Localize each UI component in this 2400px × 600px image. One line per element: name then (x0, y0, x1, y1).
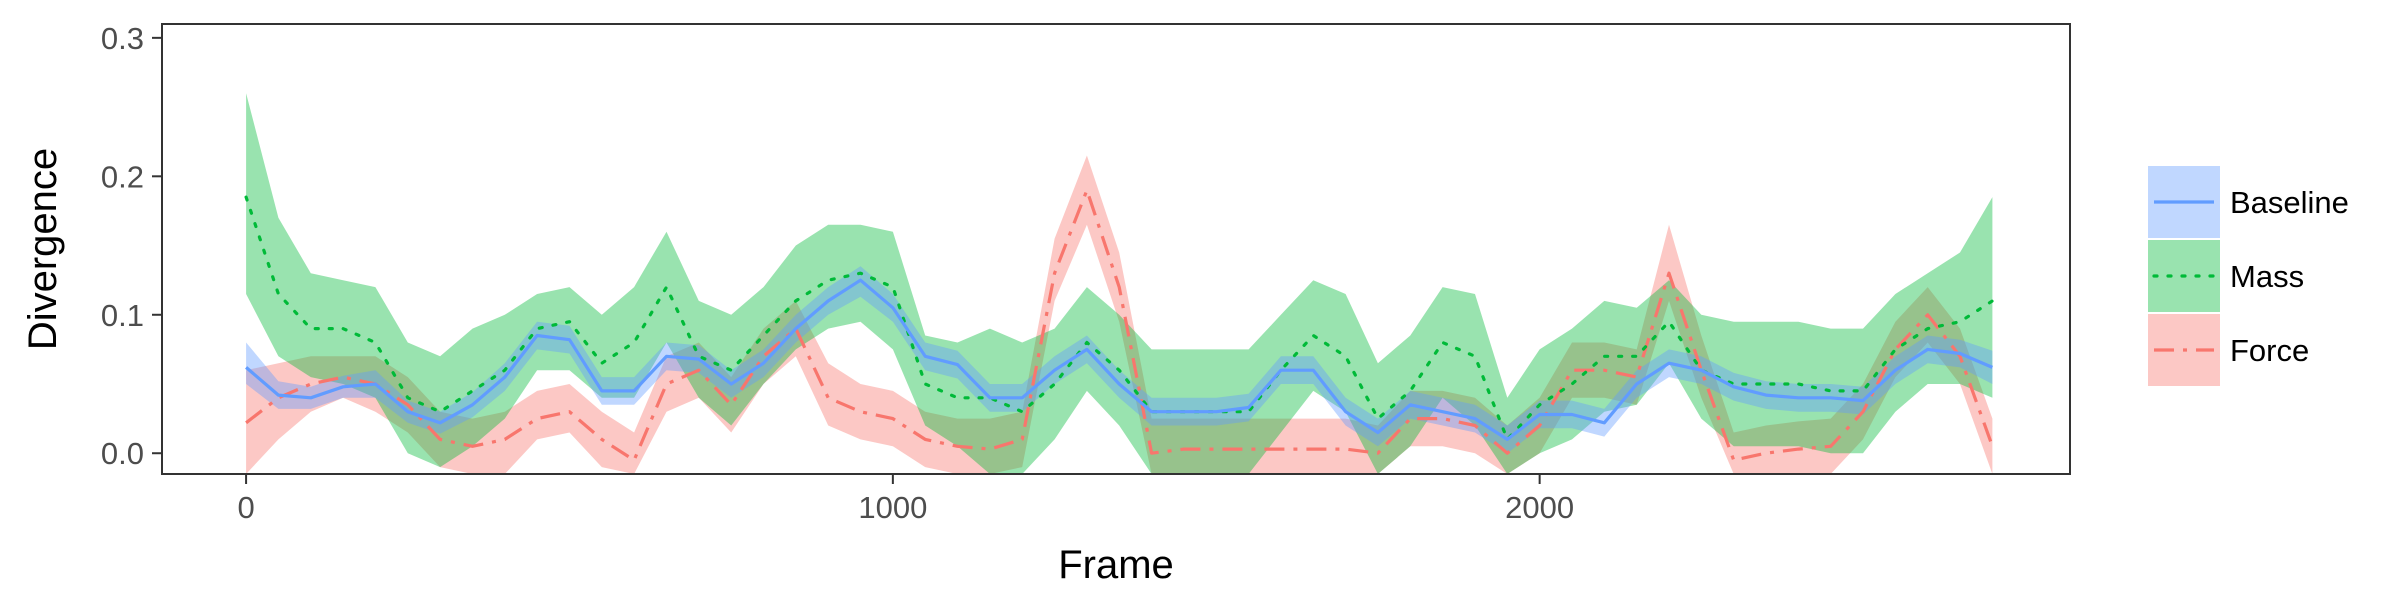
legend-label: Force (2230, 333, 2309, 368)
band-mass (246, 93, 1993, 474)
y-tick-label: 0.3 (101, 21, 144, 56)
series-lines (244, 188, 1995, 462)
legend-label: Mass (2230, 259, 2304, 294)
x-tick-label: 1000 (858, 490, 927, 525)
y-tick-label: 0.1 (101, 298, 144, 333)
y-axis: 0.0 0.1 0.2 0.3 (101, 21, 162, 471)
legend-label: Baseline (2230, 185, 2349, 220)
legend: Baseline Mass Force (2148, 166, 2349, 386)
legend-item-mass: Mass (2148, 240, 2304, 312)
band-baseline (246, 266, 1993, 454)
x-tick-label: 2000 (1505, 490, 1574, 525)
plot-panel-border (161, 23, 2071, 475)
line-baseline (245, 278, 1994, 441)
band-force (246, 155, 1993, 474)
legend-item-force: Force (2148, 314, 2309, 386)
x-tick-label: 0 (237, 490, 254, 525)
legend-item-baseline: Baseline (2148, 166, 2349, 238)
y-tick-label: 0.2 (101, 159, 144, 194)
y-tick-label: 0.0 (101, 436, 144, 471)
y-axis-title: Divergence (21, 148, 65, 350)
confidence-bands (246, 93, 1993, 474)
line-force (245, 188, 1994, 462)
x-axis-title: Frame (1058, 543, 1174, 587)
line-mass (244, 195, 1995, 441)
x-axis: 0 1000 2000 (237, 474, 1574, 525)
